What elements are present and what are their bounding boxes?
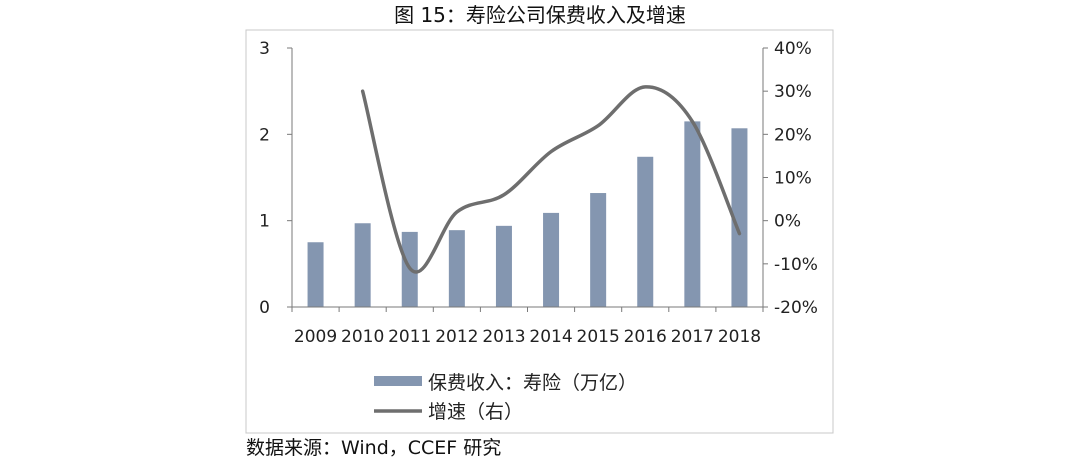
x-tick-label: 2009 xyxy=(294,327,337,347)
bar-2009 xyxy=(307,242,324,307)
bar-2012 xyxy=(448,230,465,307)
y-left-tick-label: 0 xyxy=(259,298,270,318)
legend: 保费收入：寿险（万亿） 增速（右） xyxy=(374,372,637,423)
bar-2013 xyxy=(495,225,512,307)
x-tick-label: 2013 xyxy=(482,327,525,347)
bar-2010 xyxy=(354,223,371,307)
y-left-tick-label: 3 xyxy=(259,39,270,59)
y-right-tick-label: -10% xyxy=(774,255,818,275)
x-tick-label: 2010 xyxy=(341,327,384,347)
bar-group xyxy=(307,121,748,307)
chart-frame xyxy=(245,29,834,434)
bar-2018 xyxy=(731,128,748,307)
x-tick-label: 2012 xyxy=(435,327,478,347)
y-right-tick-label: 10% xyxy=(774,169,812,189)
y-left-tick-label: 1 xyxy=(259,212,270,232)
growth-line xyxy=(360,85,742,274)
source-note: 数据来源：Wind，CCEF 研究 xyxy=(246,437,502,459)
y-right-tick-label: -20% xyxy=(774,298,818,318)
chart-title: 图 15：寿险公司保费收入及增速 xyxy=(394,3,686,27)
y-left-tick-label: 2 xyxy=(259,125,270,145)
legend-bar-label: 保费收入：寿险（万亿） xyxy=(428,372,637,394)
bar-2016 xyxy=(637,156,654,307)
bar-2014 xyxy=(543,212,560,307)
y-right-tick-label: 30% xyxy=(774,82,812,102)
y-right-tick-label: 0% xyxy=(774,212,801,232)
bar-2015 xyxy=(590,193,607,307)
y-right-tick-label: 40% xyxy=(774,39,812,59)
legend-line-label: 增速（右） xyxy=(428,401,523,423)
bar-2017 xyxy=(684,121,701,307)
x-tick-label: 2014 xyxy=(529,327,572,347)
x-tick-label: 2015 xyxy=(577,327,620,347)
y-right-tick-label: 20% xyxy=(774,125,812,145)
legend-bar-swatch xyxy=(374,376,422,386)
x-tick-label: 2017 xyxy=(671,327,714,347)
x-tick-label: 2011 xyxy=(388,327,431,347)
x-tick-label: 2018 xyxy=(718,327,761,347)
x-tick-label: 2016 xyxy=(624,327,667,347)
